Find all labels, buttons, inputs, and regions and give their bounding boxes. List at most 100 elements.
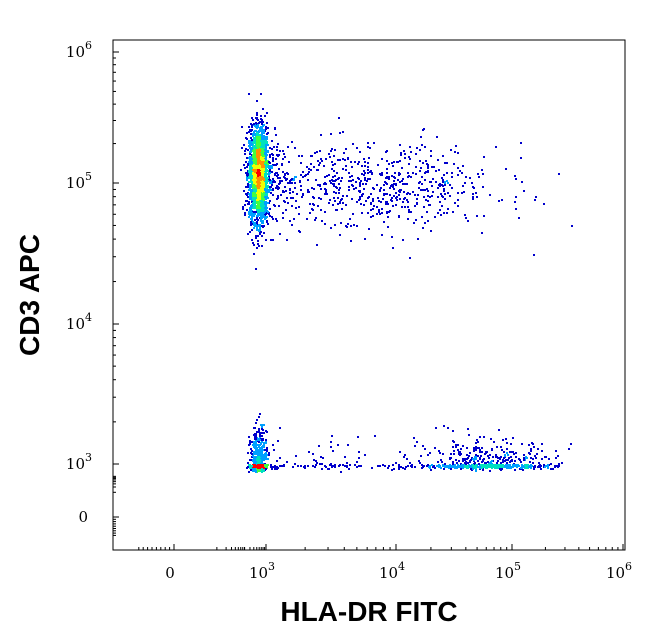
event-point: [275, 218, 277, 220]
event-point: [252, 198, 254, 200]
event-point: [255, 194, 257, 196]
event-point: [473, 449, 475, 451]
event-point: [249, 129, 251, 131]
event-point: [254, 219, 256, 221]
event-point: [331, 161, 333, 163]
event-point: [260, 115, 262, 117]
event-point: [452, 466, 454, 468]
event-point: [264, 449, 266, 451]
event-point: [270, 167, 272, 169]
event-point: [276, 149, 278, 151]
event-point: [248, 471, 250, 473]
event-point: [285, 190, 287, 192]
event-point: [294, 176, 296, 178]
event-point: [348, 186, 350, 188]
event-point: [271, 171, 273, 173]
event-point: [520, 461, 522, 463]
event-point: [533, 446, 535, 448]
event-point: [400, 154, 402, 156]
event-point: [265, 239, 267, 241]
event-point: [270, 239, 272, 241]
event-point: [256, 114, 258, 116]
event-point: [403, 150, 405, 152]
event-point: [263, 467, 265, 469]
event-point: [347, 444, 349, 446]
event-point: [385, 203, 387, 205]
event-point: [419, 170, 421, 172]
event-point: [402, 201, 404, 203]
event-point: [254, 155, 256, 157]
event-point: [356, 147, 358, 149]
event-point: [249, 174, 251, 176]
event-point: [457, 192, 459, 194]
event-point: [256, 215, 258, 217]
event-point: [442, 453, 444, 455]
event-point: [256, 177, 258, 179]
event-point: [268, 454, 270, 456]
event-point: [255, 130, 257, 132]
event-point: [265, 455, 267, 457]
event-point: [264, 138, 266, 140]
event-point: [498, 429, 500, 431]
event-point: [269, 179, 271, 181]
event-point: [497, 457, 499, 459]
event-point: [246, 138, 248, 140]
event-point: [466, 454, 468, 456]
event-point: [508, 457, 510, 459]
event-point: [264, 203, 266, 205]
event-point: [430, 150, 432, 152]
event-point: [509, 461, 511, 463]
event-point: [433, 465, 435, 467]
event-point: [260, 156, 262, 158]
event-point: [268, 191, 270, 193]
event-point: [358, 161, 360, 163]
event-point: [279, 150, 281, 152]
event-point: [276, 220, 278, 222]
event-point: [267, 144, 269, 146]
event-point: [251, 465, 253, 467]
event-point: [427, 200, 429, 202]
event-point: [265, 145, 267, 147]
event-point: [256, 155, 258, 157]
event-point: [418, 460, 420, 462]
event-point: [263, 132, 265, 134]
event-point: [470, 459, 472, 461]
event-point: [264, 188, 266, 190]
event-point: [483, 215, 485, 217]
event-point: [367, 146, 369, 148]
event-point: [473, 447, 475, 449]
event-point: [424, 189, 426, 191]
event-point: [434, 216, 436, 218]
event-point: [452, 211, 454, 213]
event-point: [477, 441, 479, 443]
event-point: [315, 179, 317, 181]
event-point: [339, 202, 341, 204]
event-point: [477, 460, 479, 462]
event-point: [291, 178, 293, 180]
event-point: [255, 456, 257, 458]
event-point: [382, 198, 384, 200]
event-point: [315, 460, 317, 462]
event-point: [248, 142, 250, 144]
event-point: [251, 219, 253, 221]
event-point: [502, 461, 504, 463]
event-point: [514, 175, 516, 177]
event-point: [298, 206, 300, 208]
event-point: [266, 136, 268, 138]
event-point: [299, 181, 301, 183]
event-point: [261, 119, 263, 121]
event-point: [475, 447, 477, 449]
event-point: [460, 448, 462, 450]
event-point: [267, 132, 269, 134]
event-point: [415, 166, 417, 168]
event-point: [263, 424, 265, 426]
event-point: [453, 453, 455, 455]
event-point: [420, 167, 422, 169]
event-point: [267, 177, 269, 179]
event-point: [412, 172, 414, 174]
event-point: [256, 221, 258, 223]
event-point: [263, 454, 265, 456]
event-point: [339, 159, 341, 161]
event-point: [481, 169, 483, 171]
event-point: [489, 454, 491, 456]
